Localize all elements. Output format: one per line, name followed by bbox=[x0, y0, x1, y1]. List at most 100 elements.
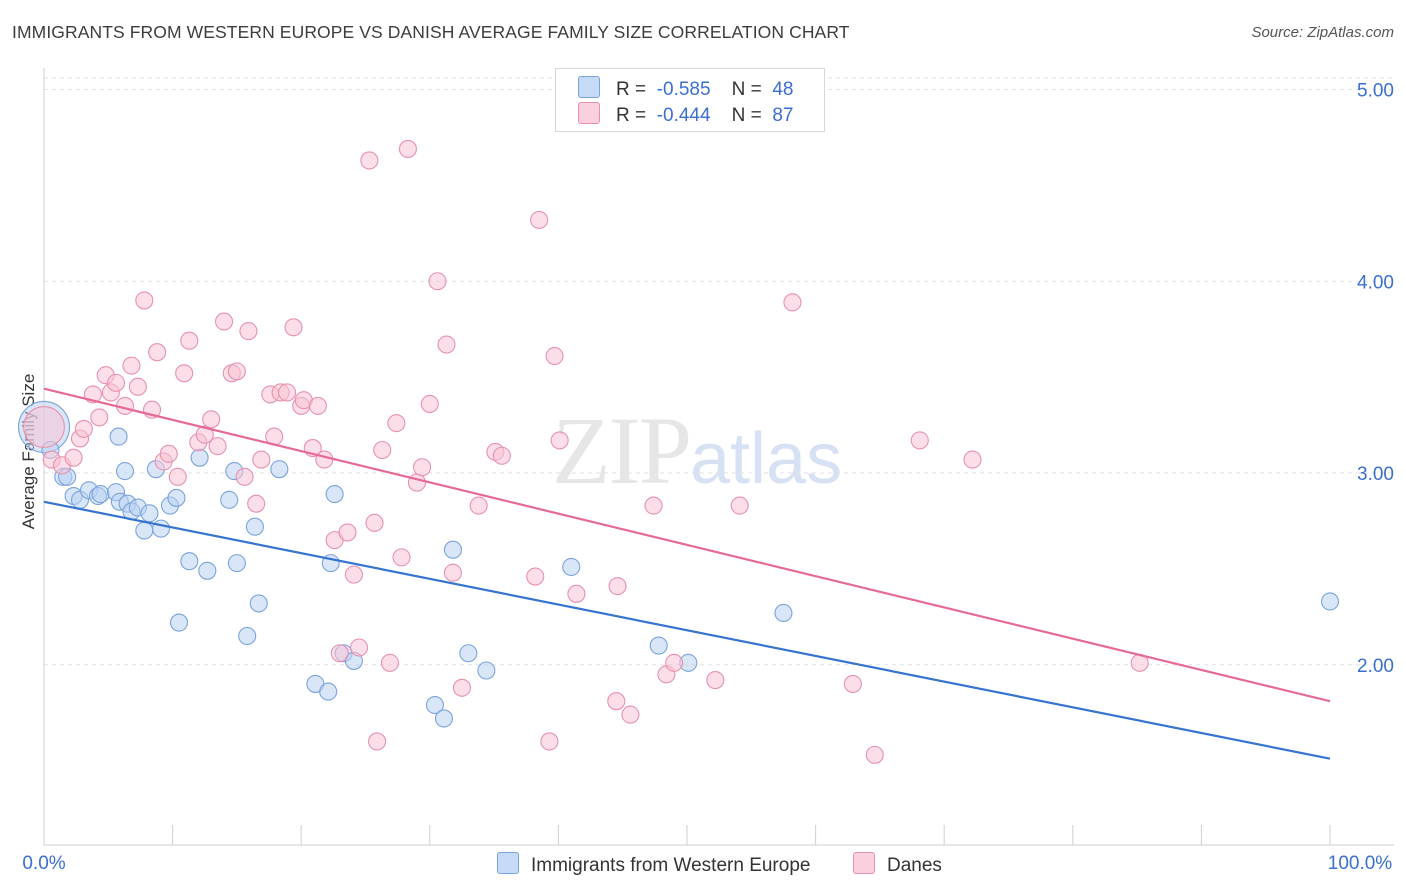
legend-swatch-pink bbox=[578, 102, 600, 124]
pink-data-point bbox=[550, 431, 569, 450]
pink-data-point bbox=[122, 356, 141, 375]
blue-data-point bbox=[115, 462, 135, 481]
pink-data-point bbox=[526, 567, 545, 586]
blue-data-point bbox=[425, 695, 444, 715]
pink-data-point bbox=[208, 437, 227, 456]
pink-data-point bbox=[284, 318, 303, 337]
legend-r-label: R = bbox=[616, 105, 647, 126]
blue-data-point bbox=[140, 504, 159, 523]
pink-data-point bbox=[387, 414, 406, 433]
pink-data-point bbox=[159, 444, 178, 463]
blue-data-point bbox=[91, 485, 110, 504]
legend-n-label: N = bbox=[731, 105, 762, 126]
pink-data-point bbox=[338, 523, 357, 542]
pink-data-point bbox=[428, 272, 447, 291]
blue-data-point bbox=[169, 613, 189, 632]
pink-data-point bbox=[148, 343, 167, 362]
pink-data-point bbox=[344, 565, 363, 584]
pink-data-point bbox=[365, 513, 384, 532]
pink-data-point bbox=[175, 364, 194, 383]
series-legend-label: Immigrants from Western Europe bbox=[531, 855, 811, 876]
blue-data-point bbox=[459, 644, 478, 663]
pink-data-point bbox=[530, 210, 549, 229]
pink-data-point bbox=[545, 346, 564, 366]
pink-trend-line bbox=[43, 387, 1331, 703]
pink-data-point bbox=[963, 450, 982, 469]
legend-n-value: 48 bbox=[772, 79, 794, 100]
y-tick-label: 4.00 bbox=[1357, 272, 1394, 293]
pink-data-point bbox=[665, 653, 684, 672]
pink-data-point bbox=[443, 563, 462, 582]
pink-data-point bbox=[413, 458, 432, 477]
pink-data-point bbox=[452, 678, 472, 697]
pink-data-point bbox=[644, 496, 663, 515]
blue-data-point bbox=[434, 709, 453, 728]
legend-r-value: -0.444 bbox=[656, 105, 711, 126]
pink-data-point bbox=[350, 638, 369, 657]
watermark: ZIPatlas bbox=[552, 395, 842, 506]
legend-n-label: N = bbox=[731, 79, 762, 100]
blue-data-point bbox=[167, 488, 186, 507]
pink-data-point bbox=[706, 671, 725, 690]
blue-data-point bbox=[774, 603, 793, 623]
pink-data-point bbox=[315, 450, 334, 469]
blue-data-point bbox=[151, 519, 171, 538]
series-legend-item-blue: Immigrants from Western Europe bbox=[497, 852, 810, 877]
pink-data-point bbox=[865, 745, 884, 764]
pink-data-point bbox=[407, 473, 426, 492]
blue-data-point bbox=[270, 460, 289, 479]
pink-data-point bbox=[360, 151, 379, 170]
blue-data-point bbox=[135, 521, 154, 540]
pink-data-point bbox=[308, 396, 327, 415]
y-axis-label: Average Family Size bbox=[19, 374, 38, 530]
pink-data-point bbox=[373, 440, 392, 460]
pink-data-point bbox=[330, 644, 349, 663]
pink-data-point bbox=[235, 467, 254, 486]
legend-row-blue: R = -0.585 N = 48 bbox=[578, 76, 793, 100]
pink-data-point bbox=[23, 406, 65, 448]
blue-data-point bbox=[109, 427, 128, 446]
watermark-zip: ZIP bbox=[552, 397, 692, 504]
pink-data-point bbox=[607, 692, 626, 711]
blue-data-point bbox=[245, 517, 264, 536]
legend-row-pink: R = -0.444 N = 87 bbox=[578, 102, 793, 126]
pink-data-point bbox=[74, 419, 93, 438]
pink-data-point bbox=[106, 373, 126, 392]
legend-r-label: R = bbox=[616, 79, 647, 100]
blue-data-point bbox=[180, 552, 199, 571]
pink-data-point bbox=[214, 312, 234, 331]
blue-data-point bbox=[227, 554, 246, 573]
blue-data-point bbox=[319, 682, 338, 701]
watermark-atlas: atlas bbox=[690, 419, 843, 499]
pink-data-point bbox=[380, 653, 399, 672]
pink-data-point bbox=[608, 577, 627, 596]
pink-data-point bbox=[252, 450, 271, 469]
blue-data-point bbox=[198, 561, 217, 580]
pink-data-point bbox=[621, 705, 640, 724]
correlation-legend: R = -0.585 N = 48 R = -0.444 N = 87 bbox=[555, 68, 825, 132]
blue-data-point bbox=[477, 661, 496, 680]
pink-data-point bbox=[910, 431, 929, 450]
pink-data-point bbox=[239, 322, 258, 341]
pink-data-point bbox=[195, 425, 214, 444]
blue-data-point bbox=[649, 636, 668, 655]
y-tick-label: 2.00 bbox=[1357, 656, 1394, 677]
legend-n-value: 87 bbox=[772, 105, 794, 126]
x-tick-label-min: 0.0% bbox=[22, 853, 65, 874]
pink-data-point bbox=[492, 446, 511, 465]
pink-data-point bbox=[392, 548, 411, 567]
pink-data-point bbox=[567, 584, 586, 603]
pink-data-point bbox=[730, 496, 749, 515]
pink-data-point bbox=[843, 674, 862, 693]
legend-r-value: -0.585 bbox=[656, 79, 711, 100]
series-swatch-pink bbox=[853, 852, 875, 874]
y-tick-label: 5.00 bbox=[1357, 81, 1394, 102]
pink-data-point bbox=[227, 362, 246, 381]
blue-data-point bbox=[562, 557, 581, 577]
pink-data-point bbox=[783, 293, 802, 312]
blue-data-point bbox=[238, 626, 257, 646]
x-tick-label-max: 100.0% bbox=[1328, 853, 1393, 874]
chart-title: IMMIGRANTS FROM WESTERN EUROPE VS DANISH… bbox=[12, 22, 850, 42]
y-tick-label: 3.00 bbox=[1357, 464, 1394, 485]
